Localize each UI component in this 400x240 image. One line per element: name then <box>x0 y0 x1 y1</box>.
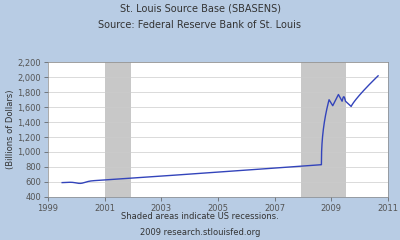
Bar <box>105 62 131 197</box>
Text: St. Louis Source Base (SBASENS): St. Louis Source Base (SBASENS) <box>120 4 280 14</box>
Text: Source: Federal Reserve Bank of St. Louis: Source: Federal Reserve Bank of St. Loui… <box>98 20 302 30</box>
Text: Shaded areas indicate US recessions.: Shaded areas indicate US recessions. <box>121 212 279 221</box>
Bar <box>301 62 346 197</box>
Y-axis label: (Billions of Dollars): (Billions of Dollars) <box>6 90 14 169</box>
Text: 2009 research.stlouisfed.org: 2009 research.stlouisfed.org <box>140 228 260 237</box>
